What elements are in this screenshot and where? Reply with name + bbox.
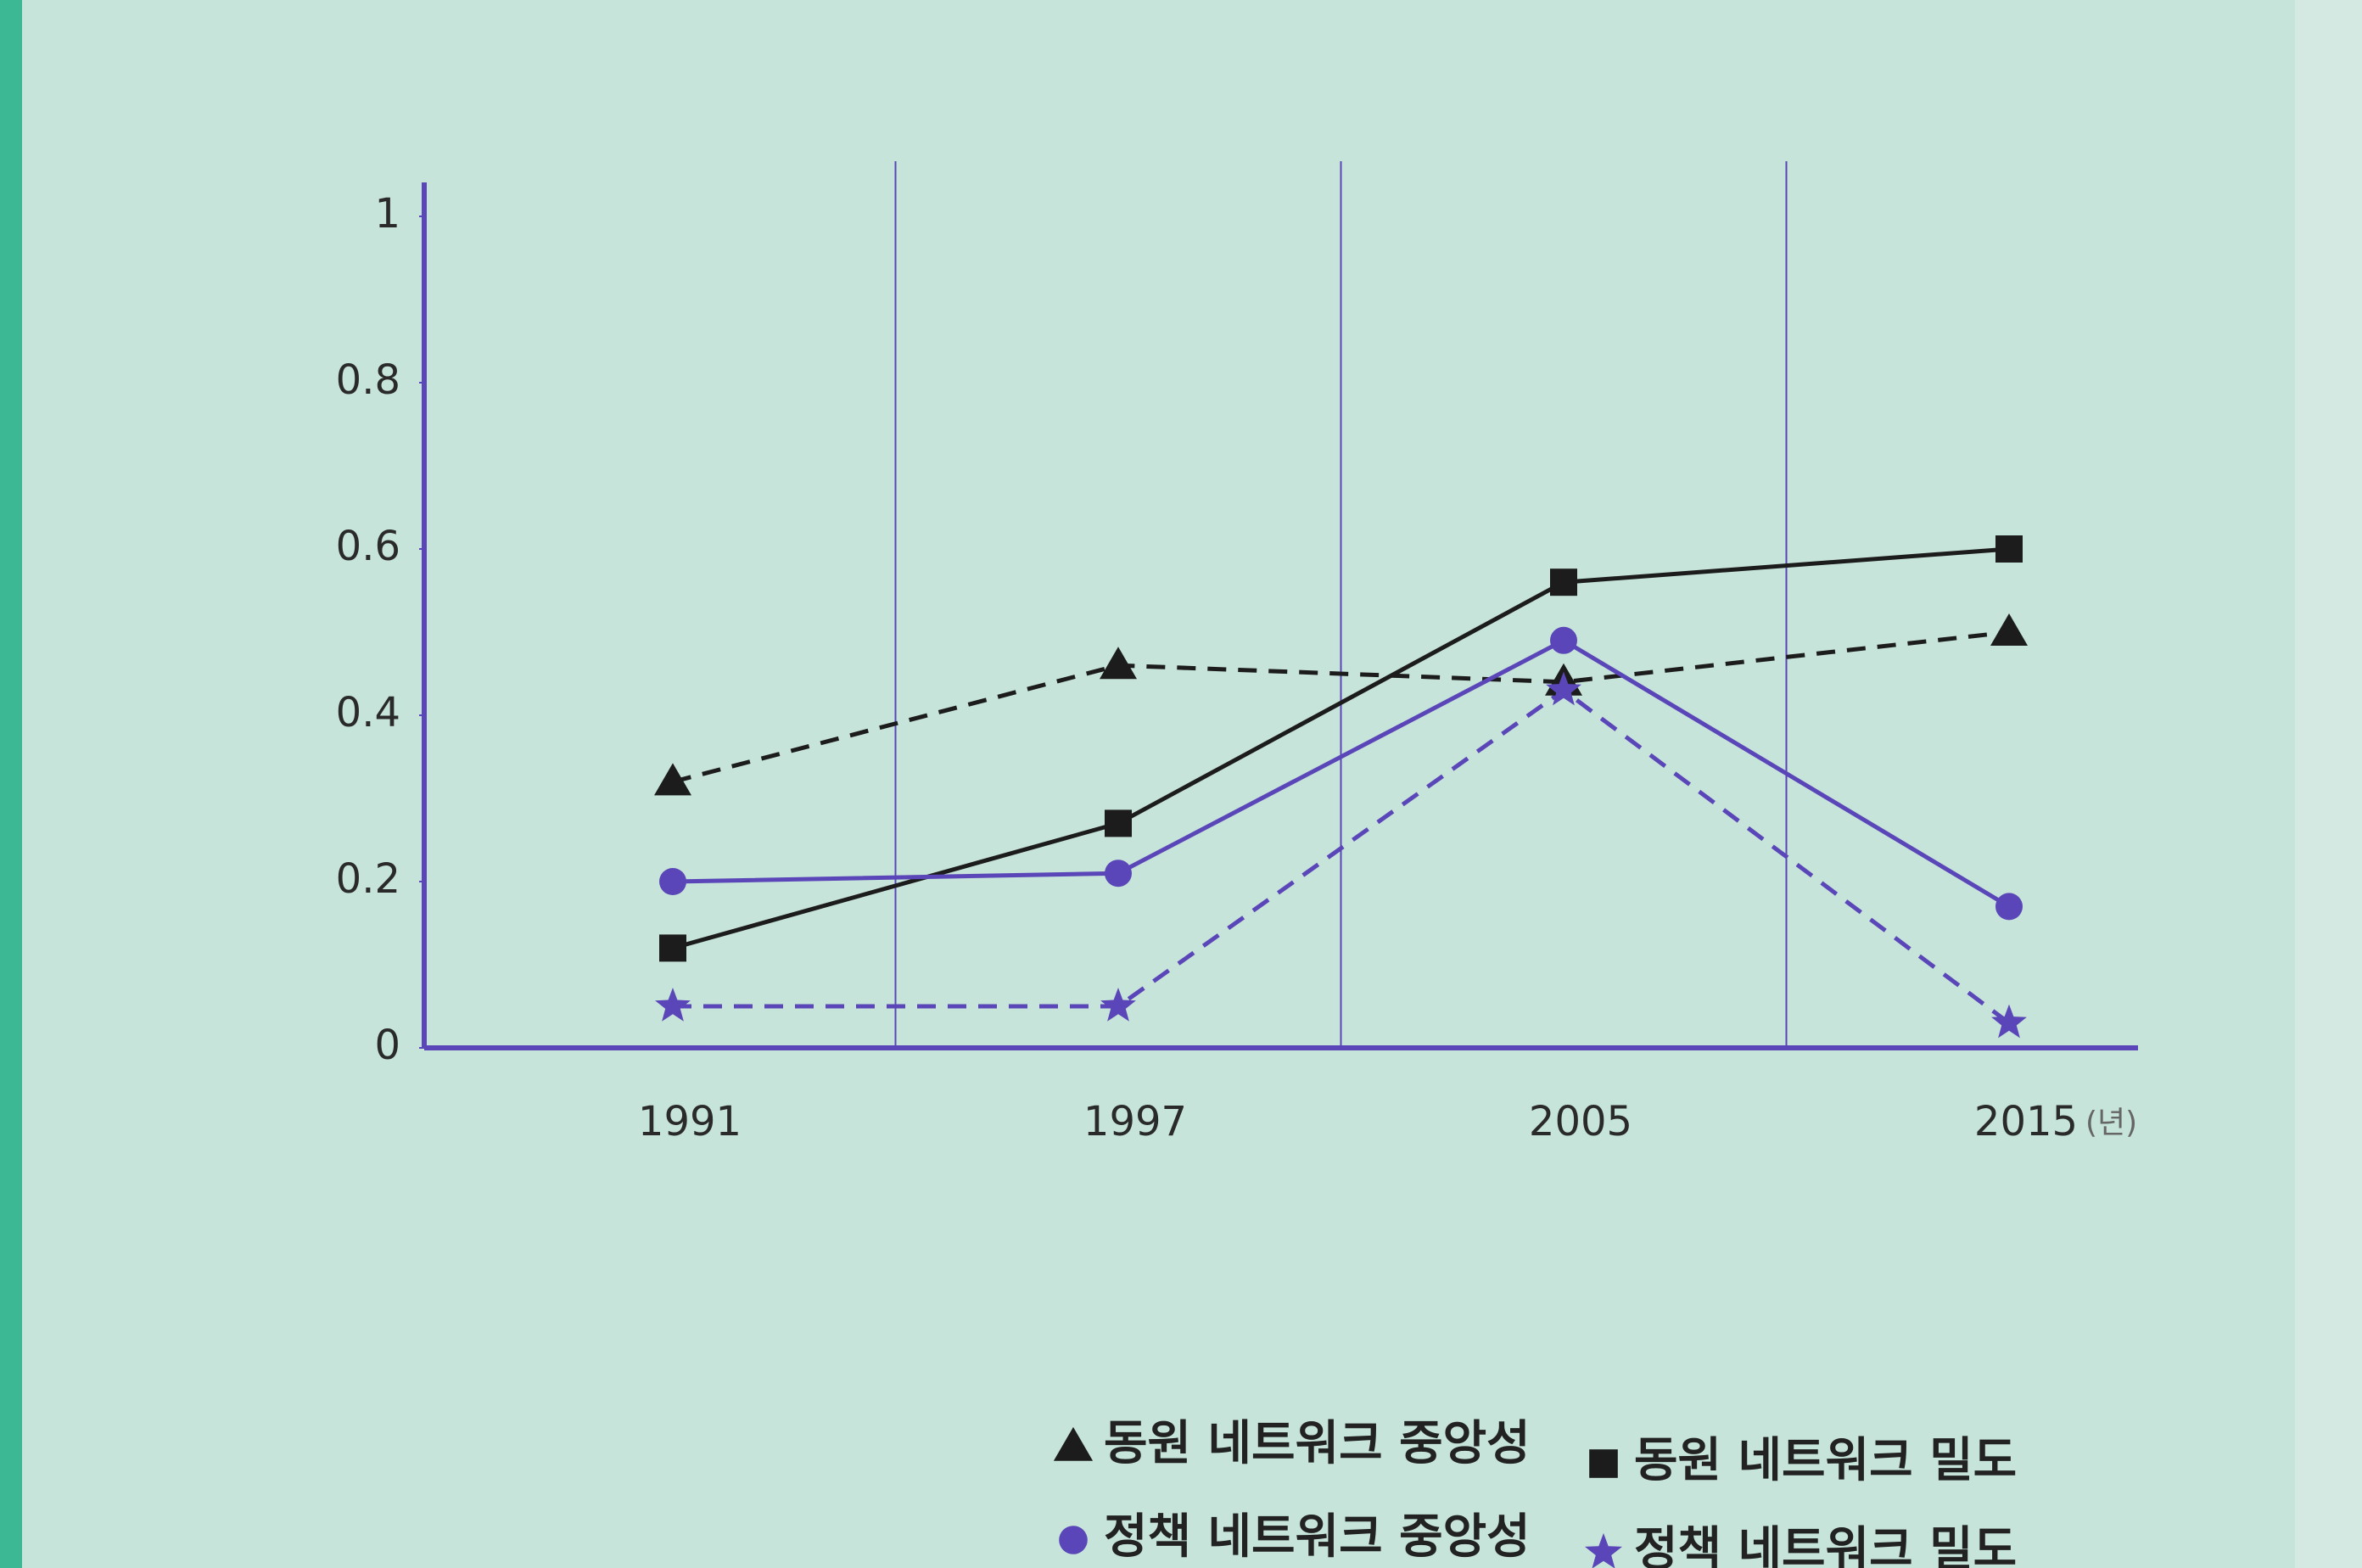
marker	[1550, 626, 1577, 654]
marker	[1995, 535, 2023, 563]
series-line	[672, 630, 2010, 784]
legend-marker	[1059, 1526, 1088, 1554]
y-tick-label: 0.4	[336, 689, 400, 736]
marker	[1105, 860, 1132, 888]
marker	[659, 934, 686, 962]
page-edge	[2295, 0, 2362, 1568]
legend-label: 동원 네트워크 밀도	[1634, 1433, 2017, 1488]
page-edge	[0, 0, 22, 1568]
x-tick-label: 2015	[1974, 1098, 2078, 1145]
x-axis-label: (년)	[2085, 1106, 2137, 1140]
marker	[1990, 613, 2028, 646]
marker	[1991, 1004, 2027, 1039]
legend-marker	[1585, 1532, 1622, 1568]
marker	[1100, 647, 1137, 680]
marker	[1995, 893, 2023, 921]
marker	[1100, 988, 1136, 1022]
series-line	[672, 546, 2010, 950]
x-tick-label: 1991	[638, 1098, 742, 1145]
series-line	[672, 637, 2011, 909]
marker	[1105, 809, 1132, 837]
marker	[655, 988, 691, 1022]
y-tick-label: 0	[374, 1022, 400, 1069]
marker	[1550, 568, 1577, 596]
legend-label: 정책 네트워크 중앙성	[1104, 1509, 1531, 1565]
legend-marker	[1589, 1449, 1618, 1478]
y-tick-label: 1	[374, 190, 400, 238]
legend-label: 동원 네트워크 중앙성	[1104, 1416, 1531, 1471]
y-tick-label: 0.8	[336, 356, 400, 404]
x-tick-label: 2005	[1529, 1098, 1632, 1145]
x-tick-label: 1997	[1083, 1098, 1187, 1145]
marker	[659, 868, 686, 895]
series-line	[673, 687, 2011, 1025]
legend-label: 정책 네트워크 밀도	[1634, 1522, 2017, 1568]
y-tick-label: 0.2	[336, 855, 400, 903]
legend-marker	[1053, 1426, 1094, 1461]
marker	[654, 763, 691, 796]
marker	[1546, 671, 1581, 706]
y-tick-label: 0.6	[336, 523, 400, 570]
